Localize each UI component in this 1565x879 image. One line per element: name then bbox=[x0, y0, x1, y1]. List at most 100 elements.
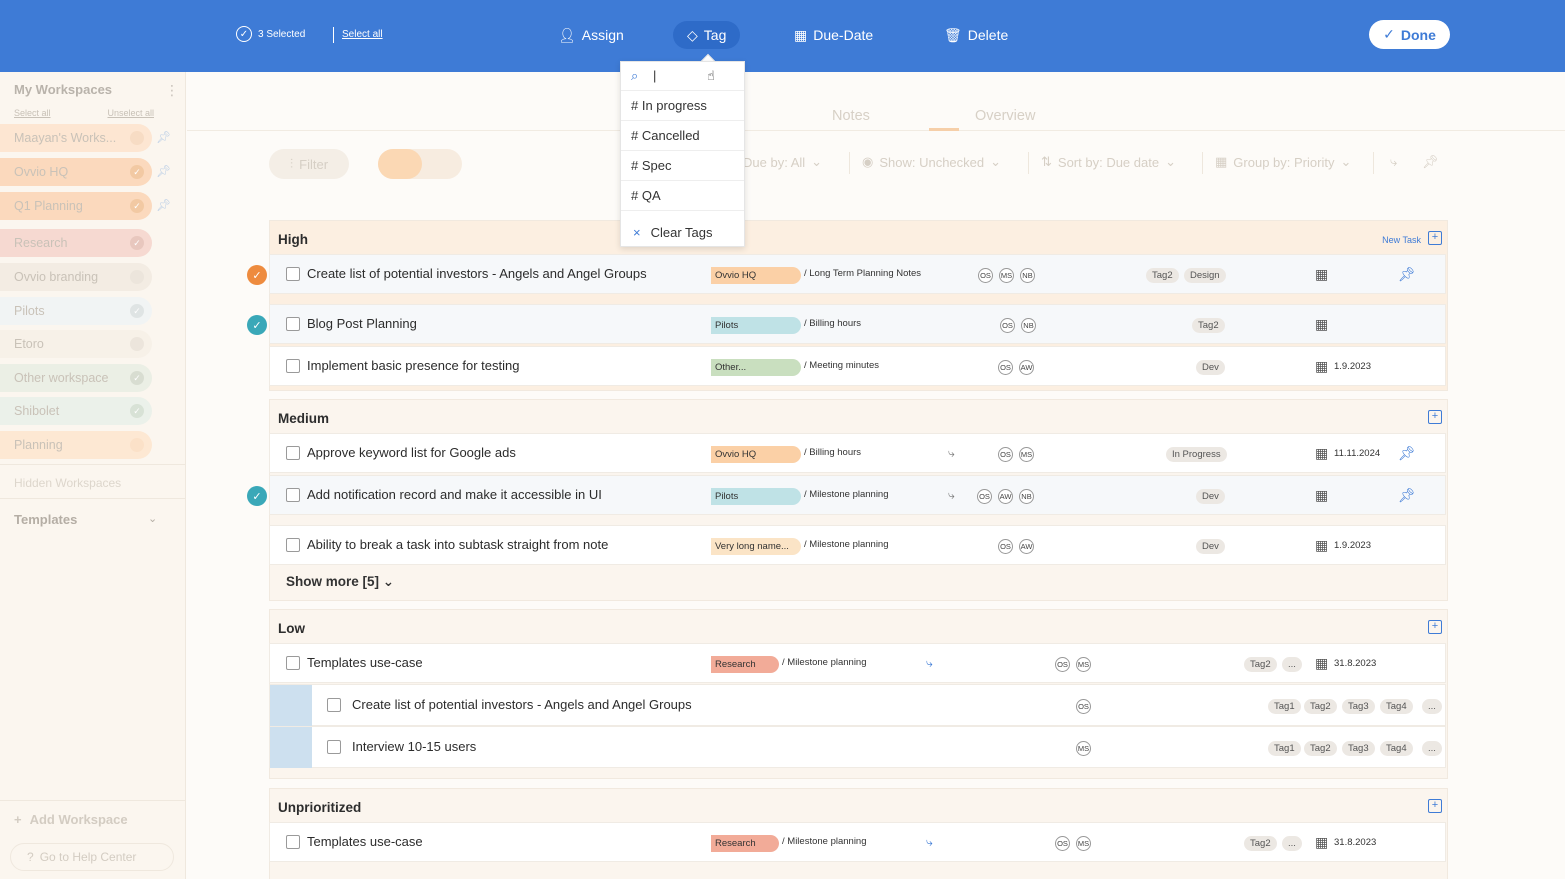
assignee-avatar[interactable]: OS bbox=[1055, 657, 1070, 672]
note-link[interactable]: / Milestone planning bbox=[782, 657, 867, 668]
tag-pill[interactable]: ... bbox=[1282, 836, 1302, 851]
task-checkbox[interactable] bbox=[286, 835, 300, 849]
add-task-plus-icon[interactable]: + bbox=[1428, 231, 1442, 245]
task-checkbox[interactable] bbox=[286, 488, 300, 502]
pin-icon[interactable]: 📌︎ bbox=[1398, 266, 1416, 282]
table-row[interactable]: Create list of potential investors - Ang… bbox=[269, 254, 1446, 294]
done-button[interactable]: ✓ Done bbox=[1369, 20, 1450, 49]
calendar-icon[interactable]: ▦ bbox=[1315, 537, 1329, 553]
pin-icon[interactable]: 📌︎ bbox=[1398, 487, 1416, 503]
task-title[interactable]: Blog Post Planning bbox=[307, 316, 417, 331]
calendar-icon[interactable]: ▦ bbox=[1315, 358, 1329, 374]
task-checkbox[interactable] bbox=[286, 446, 300, 460]
due-by-dropdown[interactable]: Due by: All ⌄ bbox=[743, 154, 823, 170]
tag-pill[interactable]: Dev bbox=[1196, 360, 1225, 375]
workspace-pill[interactable]: Ovvio HQ bbox=[711, 267, 801, 284]
sort-dropdown[interactable]: ⇅ Sort by: Due date ⌄ bbox=[1041, 154, 1176, 170]
calendar-icon[interactable]: ▦ bbox=[1315, 316, 1329, 332]
assignee-avatar[interactable]: OS bbox=[998, 360, 1013, 375]
show-dropdown[interactable]: ◉ Show: Unchecked ⌄ bbox=[862, 154, 1002, 170]
assignee-avatar[interactable]: NB bbox=[1019, 489, 1034, 504]
workspace-pill[interactable]: Research bbox=[711, 656, 779, 673]
table-row[interactable]: Add notification record and make it acce… bbox=[269, 475, 1446, 515]
filter-button[interactable]: ⫶ Filter bbox=[269, 149, 349, 179]
tag-pill[interactable]: Tag2 bbox=[1244, 657, 1277, 672]
add-task-plus-icon[interactable]: + bbox=[1428, 799, 1442, 813]
hidden-workspaces[interactable]: Hidden Workspaces bbox=[14, 476, 122, 490]
task-title[interactable]: Implement basic presence for testing bbox=[307, 358, 520, 373]
tag-pill[interactable]: Design bbox=[1184, 268, 1226, 283]
add-task-plus-icon[interactable]: + bbox=[1428, 410, 1442, 424]
workspace-check-icon[interactable] bbox=[130, 438, 144, 452]
workspace-check-icon[interactable]: ✓ bbox=[130, 236, 144, 250]
workspace-check-icon[interactable]: ✓ bbox=[130, 165, 144, 179]
assignee-avatar[interactable]: NB bbox=[1020, 268, 1035, 283]
subtask-title[interactable]: Interview 10-15 users bbox=[352, 739, 477, 754]
tag-pill[interactable]: Tag4 bbox=[1380, 699, 1413, 714]
more-vertical-icon[interactable]: ⋮ bbox=[165, 82, 179, 98]
sidebar-item-workspace[interactable]: Research ✓ bbox=[0, 229, 152, 257]
view-toggle[interactable] bbox=[378, 149, 462, 179]
tag-pill[interactable]: Tag3 bbox=[1342, 699, 1375, 714]
subtask-icon[interactable]: ⤷ bbox=[926, 656, 933, 670]
assignee-avatar[interactable]: MS bbox=[1076, 741, 1091, 756]
subtask-row[interactable]: Create list of potential investors - Ang… bbox=[269, 684, 1446, 726]
table-row[interactable]: Approve keyword list for Google ads Ovvio… bbox=[269, 433, 1446, 473]
calendar-icon[interactable]: ▦ bbox=[1315, 834, 1329, 850]
chevron-down-icon[interactable]: ⌄ bbox=[148, 513, 158, 525]
tag-pill[interactable]: In Progress bbox=[1166, 447, 1227, 462]
task-checkbox[interactable] bbox=[286, 267, 300, 281]
tag-pill[interactable]: Dev bbox=[1196, 539, 1225, 554]
tag-pill[interactable]: ... bbox=[1422, 741, 1442, 756]
pin-icon[interactable]: 📌︎ bbox=[156, 164, 172, 178]
group-dropdown[interactable]: ▦ Group by: Priority ⌄ bbox=[1215, 154, 1352, 170]
workspace-pill[interactable]: Other... bbox=[711, 359, 801, 376]
assignee-avatar[interactable]: OS bbox=[1000, 318, 1015, 333]
workspace-check-icon[interactable] bbox=[130, 131, 144, 145]
tag-pill[interactable]: ... bbox=[1422, 699, 1442, 714]
workspace-pill[interactable]: Pilots bbox=[711, 317, 801, 334]
note-link[interactable]: / Long Term Planning Notes bbox=[804, 268, 922, 279]
clear-tags-button[interactable]: × Clear Tags bbox=[633, 225, 713, 240]
table-row[interactable]: Templates use-case Research / Milestone pl… bbox=[269, 822, 1446, 862]
sidebar-item-workspace[interactable]: Pilots ✓ bbox=[0, 297, 152, 325]
sidebar-item-workspace[interactable]: Q1 Planning ✓ 📌︎ bbox=[0, 192, 171, 220]
tag-pill[interactable]: Dev bbox=[1196, 489, 1225, 504]
table-row[interactable]: Ability to break a task into subtask str… bbox=[269, 525, 1446, 565]
tag-option-in-progress[interactable]: # In progress bbox=[621, 91, 744, 121]
table-row[interactable]: Blog Post Planning Pilots / Billing hours O… bbox=[269, 304, 1446, 344]
tag-button[interactable]: ◇ Tag bbox=[673, 21, 741, 49]
sidebar-item-workspace[interactable]: Maayan's Works... 📌︎ bbox=[0, 124, 171, 152]
subtask-toggle-icon[interactable]: ⤷ bbox=[1390, 154, 1398, 169]
row-selected-check-icon[interactable]: ✓ bbox=[247, 265, 267, 285]
subtask-icon[interactable]: ⤷ bbox=[948, 488, 955, 502]
task-title[interactable]: Templates use-case bbox=[307, 655, 423, 670]
calendar-icon[interactable]: ▦ bbox=[1315, 266, 1329, 282]
task-title[interactable]: Ability to break a task into subtask str… bbox=[307, 537, 609, 552]
templates-section[interactable]: Templates bbox=[14, 512, 78, 527]
note-link[interactable]: / Milestone planning bbox=[804, 539, 889, 550]
workspace-check-icon[interactable]: ✓ bbox=[130, 199, 144, 213]
subtask-checkbox[interactable] bbox=[327, 698, 341, 712]
pin-icon[interactable]: 📌︎ bbox=[156, 130, 172, 144]
pin-icon[interactable]: 📌︎ bbox=[156, 198, 172, 212]
task-checkbox[interactable] bbox=[286, 317, 300, 331]
note-link[interactable]: / Billing hours bbox=[804, 318, 862, 329]
assignee-avatar[interactable]: MS bbox=[1076, 657, 1091, 672]
task-title[interactable]: Templates use-case bbox=[307, 834, 423, 849]
note-link[interactable]: / Milestone planning bbox=[782, 836, 867, 847]
sidebar-unselect-all[interactable]: Unselect all bbox=[107, 108, 154, 118]
task-title[interactable]: Create list of potential investors - Ang… bbox=[307, 266, 647, 281]
pin-filter-icon[interactable]: 📌︎ bbox=[1422, 154, 1439, 169]
table-row[interactable]: Implement basic presence for testing Othe… bbox=[269, 346, 1446, 386]
assignee-avatar[interactable]: AW bbox=[1019, 539, 1034, 554]
assignee-avatar[interactable]: NB bbox=[1021, 318, 1036, 333]
tag-pill[interactable]: Tag1 bbox=[1268, 699, 1301, 714]
assignee-avatar[interactable]: OS bbox=[1076, 699, 1091, 714]
assignee-avatar[interactable]: OS bbox=[977, 489, 992, 504]
show-more-button[interactable]: Show more [5] ⌄ bbox=[286, 574, 395, 589]
tab-overview[interactable]: Overview bbox=[975, 108, 1036, 124]
sidebar-item-workspace[interactable]: Other workspace ✓ bbox=[0, 364, 152, 392]
add-task-plus-icon[interactable]: + bbox=[1428, 620, 1442, 634]
tag-search-input[interactable]: ⌕ | ☝︎ bbox=[621, 62, 744, 91]
